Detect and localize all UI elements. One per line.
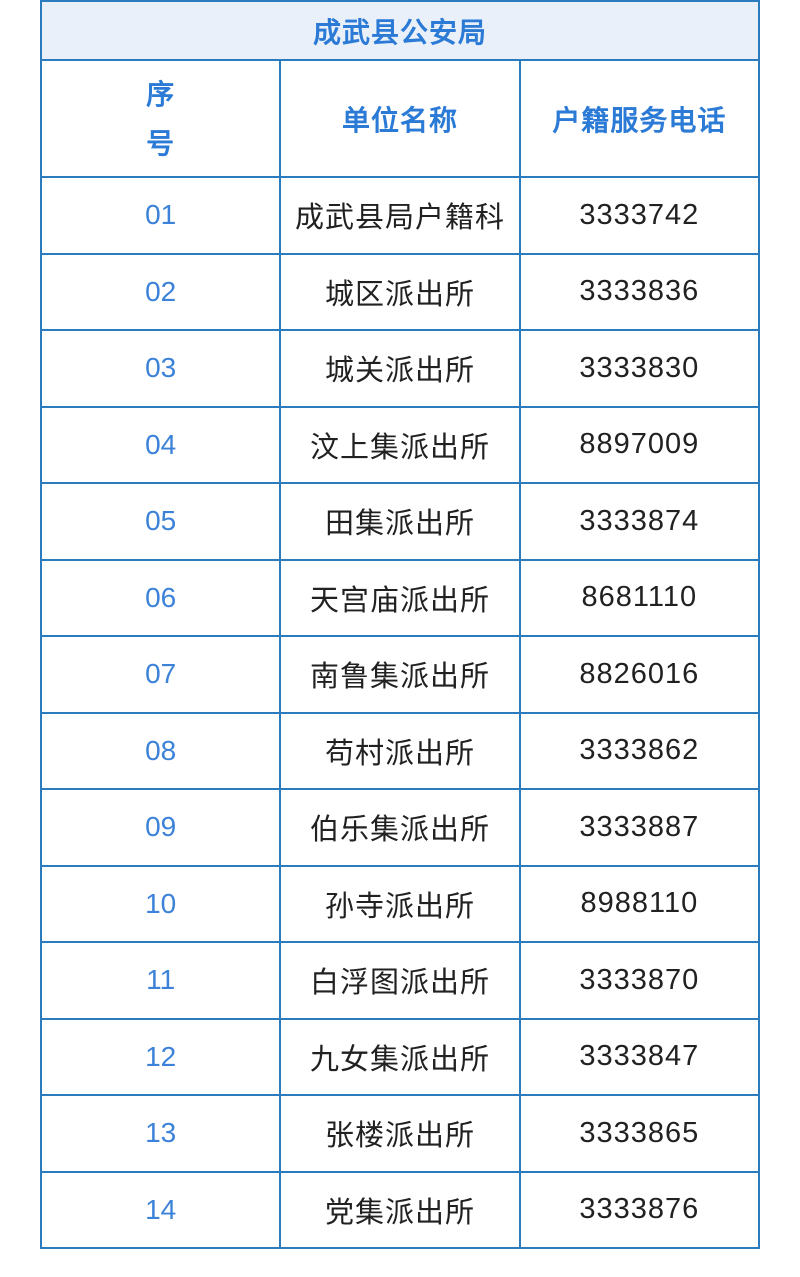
phone-cell: 3333836 bbox=[518, 252, 761, 331]
phone-cell: 3333865 bbox=[518, 1094, 761, 1173]
phone-cell: 3333830 bbox=[518, 329, 761, 408]
column-header-row: 序号 单位名称 户籍服务电话 bbox=[39, 59, 761, 178]
table-row: 05 田集派出所 3333874 bbox=[39, 482, 761, 561]
table-row: 13 张楼派出所 3333865 bbox=[39, 1094, 761, 1173]
column-header-unit-name: 单位名称 bbox=[279, 59, 521, 178]
unit-name-cell: 苟村派出所 bbox=[279, 711, 521, 790]
table-row: 08 苟村派出所 3333862 bbox=[39, 711, 761, 790]
table-row: 12 九女集派出所 3333847 bbox=[39, 1017, 761, 1096]
table-row: 09 伯乐集派出所 3333887 bbox=[39, 788, 761, 867]
phone-directory: 成武县公安局 序号 单位名称 户籍服务电话 01 成武县局户籍科 3333742… bbox=[39, 0, 761, 1249]
table-row: 06 天宫庙派出所 8681110 bbox=[39, 558, 761, 637]
title-row: 成武县公安局 bbox=[40, 0, 760, 61]
serial-cell: 08 bbox=[39, 711, 282, 790]
serial-cell: 07 bbox=[39, 635, 282, 714]
column-header-serial-label: 序号 bbox=[146, 78, 176, 159]
serial-cell: 04 bbox=[39, 405, 282, 484]
phone-cell: 8897009 bbox=[518, 405, 761, 484]
table-row: 07 南鲁集派出所 8826016 bbox=[39, 635, 761, 714]
serial-cell: 02 bbox=[39, 252, 282, 331]
phone-cell: 8988110 bbox=[518, 864, 761, 943]
unit-name-cell: 城区派出所 bbox=[279, 252, 521, 331]
phone-cell: 3333862 bbox=[518, 711, 761, 790]
column-header-serial: 序号 bbox=[39, 59, 282, 178]
column-header-phone: 户籍服务电话 bbox=[518, 59, 761, 178]
phone-directory-table: 成武县公安局 序号 单位名称 户籍服务电话 01 成武县局户籍科 3333742… bbox=[39, 0, 761, 1249]
unit-name-cell: 成武县局户籍科 bbox=[279, 176, 521, 255]
unit-name-cell: 南鲁集派出所 bbox=[279, 635, 521, 714]
serial-cell: 03 bbox=[39, 329, 282, 408]
serial-cell: 12 bbox=[39, 1017, 282, 1096]
table-row: 03 城关派出所 3333830 bbox=[39, 329, 761, 408]
unit-name-cell: 汶上集派出所 bbox=[279, 405, 521, 484]
phone-cell: 3333887 bbox=[518, 788, 761, 867]
serial-cell: 05 bbox=[39, 482, 282, 561]
table-row: 04 汶上集派出所 8897009 bbox=[39, 405, 761, 484]
serial-cell: 06 bbox=[39, 558, 282, 637]
serial-cell: 11 bbox=[39, 941, 282, 1020]
phone-cell: 8681110 bbox=[518, 558, 761, 637]
serial-cell: 10 bbox=[39, 864, 282, 943]
unit-name-cell: 城关派出所 bbox=[279, 329, 521, 408]
unit-name-cell: 党集派出所 bbox=[279, 1170, 521, 1249]
serial-cell: 14 bbox=[39, 1170, 282, 1249]
unit-name-cell: 九女集派出所 bbox=[279, 1017, 521, 1096]
phone-cell: 3333874 bbox=[518, 482, 761, 561]
table-row: 10 孙寺派出所 8988110 bbox=[39, 864, 761, 943]
phone-cell: 3333876 bbox=[518, 1170, 761, 1249]
unit-name-cell: 孙寺派出所 bbox=[279, 864, 521, 943]
phone-cell: 8826016 bbox=[518, 635, 761, 714]
serial-cell: 01 bbox=[39, 176, 282, 255]
table-row: 14 党集派出所 3333876 bbox=[39, 1170, 761, 1249]
table-row: 11 白浮图派出所 3333870 bbox=[39, 941, 761, 1020]
serial-cell: 13 bbox=[39, 1094, 282, 1173]
unit-name-cell: 田集派出所 bbox=[279, 482, 521, 561]
phone-cell: 3333742 bbox=[518, 176, 761, 255]
unit-name-cell: 白浮图派出所 bbox=[279, 941, 521, 1020]
unit-name-cell: 张楼派出所 bbox=[279, 1094, 521, 1173]
serial-cell: 09 bbox=[39, 788, 282, 867]
phone-cell: 3333870 bbox=[518, 941, 761, 1020]
phone-cell: 3333847 bbox=[518, 1017, 761, 1096]
table-title: 成武县公安局 bbox=[40, 0, 760, 61]
table-row: 02 城区派出所 3333836 bbox=[39, 252, 761, 331]
unit-name-cell: 伯乐集派出所 bbox=[279, 788, 521, 867]
unit-name-cell: 天宫庙派出所 bbox=[279, 558, 521, 637]
table-row: 01 成武县局户籍科 3333742 bbox=[39, 176, 761, 255]
